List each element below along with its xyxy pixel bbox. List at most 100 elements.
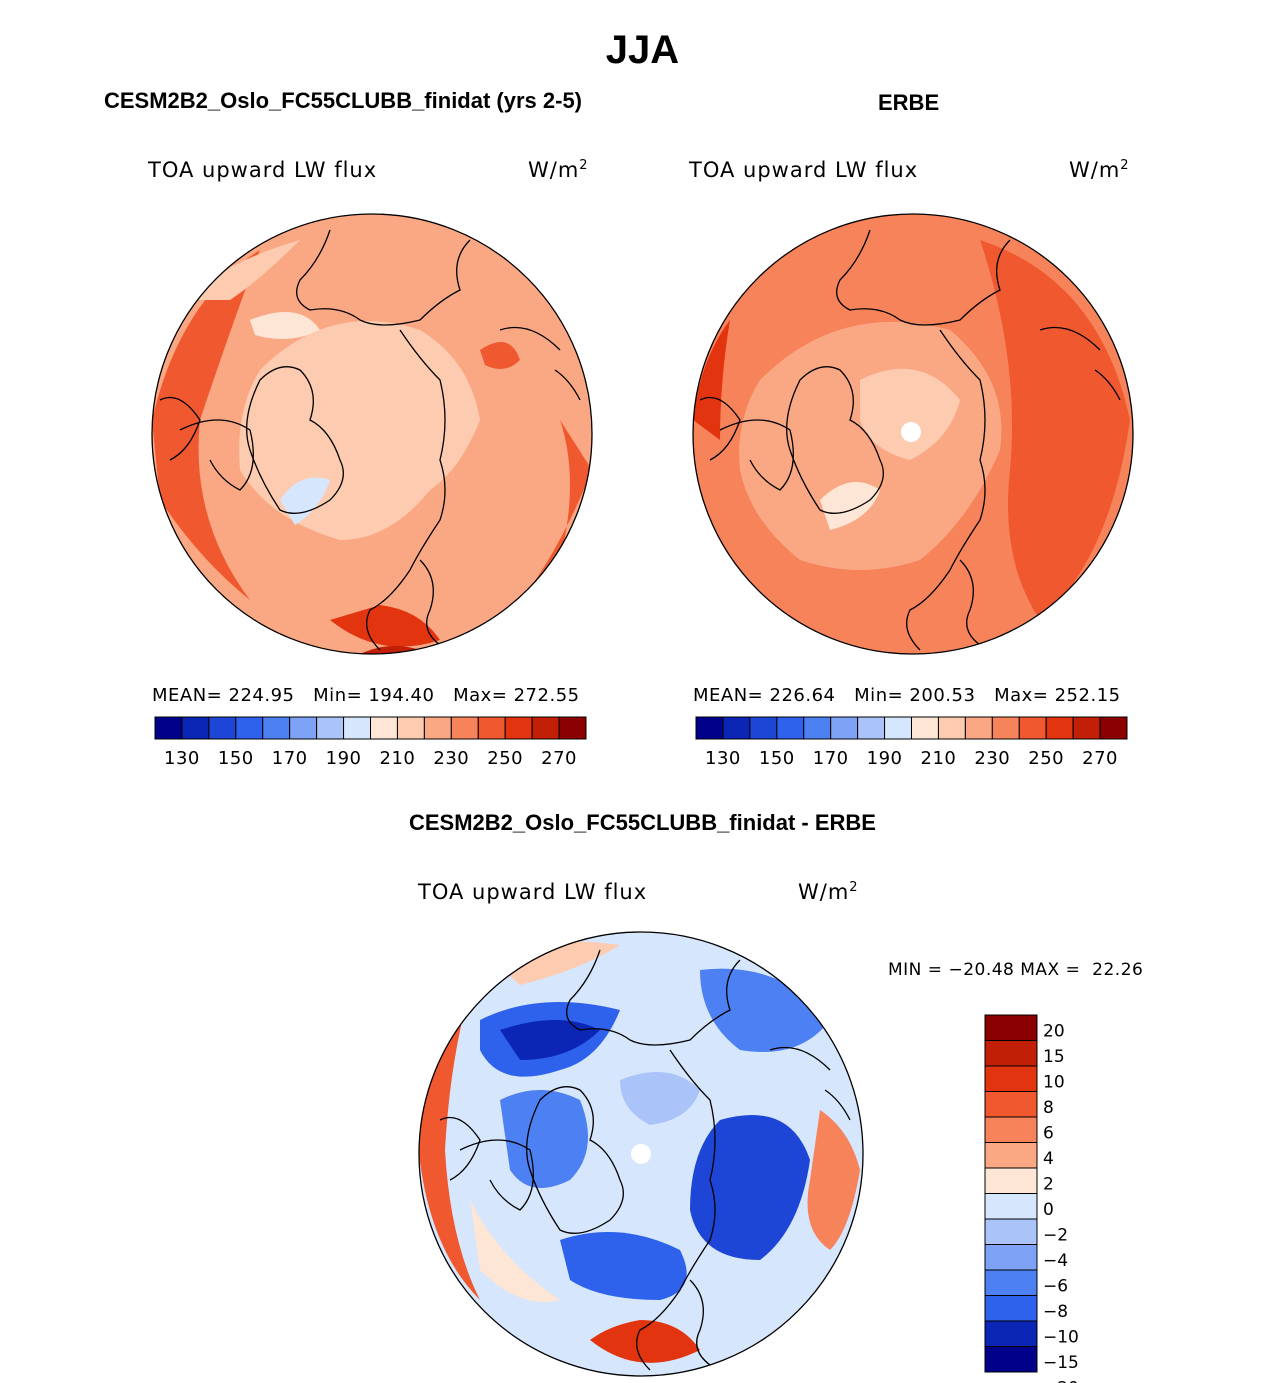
panel-1-colorbar-swatch <box>531 716 560 740</box>
panel-1-variable: TOA upward LW flux <box>148 158 378 182</box>
panel-1-colorbar-tick-label: 230 <box>433 748 469 769</box>
panel-1-colorbar-tick-label: 250 <box>487 748 523 769</box>
panel-1-stats: MEAN= 224.95 Min= 194.40 Max= 272.55 <box>152 685 580 706</box>
panel-1-mean-label: MEAN= <box>152 685 223 706</box>
panel-1-colorbar-tick-label: 170 <box>272 748 308 769</box>
diff-units-exp: 2 <box>849 880 859 895</box>
panel-2-colorbar-swatch <box>991 716 1020 740</box>
diff-colorbar-swatch <box>984 1295 1038 1322</box>
panel-1-min-label: Min= <box>313 685 363 706</box>
diff-colorbar-tick-label: 0 <box>1043 1200 1054 1220</box>
diff-colorbar-swatch <box>984 1065 1038 1092</box>
panel-1-coastlines <box>159 229 581 651</box>
diff-colorbar-tick-label: 2 <box>1043 1175 1054 1195</box>
panel-2-colorbar-swatch <box>964 716 993 740</box>
diff-units-base: W/m <box>798 880 850 904</box>
panel-1-units-base: W/m <box>528 158 580 182</box>
panel-1-colorbar-swatch <box>477 716 506 740</box>
diff-minmax: MIN = −20.48 MAX = 22.26 <box>888 960 1144 980</box>
panel-2-colorbar-swatch <box>1018 716 1047 740</box>
panel-1-map-border <box>151 213 593 655</box>
panel-1-colorbar-swatch <box>423 716 452 740</box>
diff-colorbar-swatch <box>984 1320 1038 1347</box>
diff-colorbar-swatch <box>984 1116 1038 1143</box>
panel-2-colorbar-tick-label: 150 <box>759 748 795 769</box>
panel-2-colorbar-swatch <box>1072 716 1101 740</box>
diff-colorbar-swatch <box>984 1142 1038 1169</box>
diff-map <box>419 932 863 1376</box>
panel-2-colorbar-swatch <box>937 716 966 740</box>
diff-colorbar-swatch <box>984 1040 1038 1067</box>
diff-colorbar-tick-label: 4 <box>1043 1149 1054 1169</box>
diff-colorbar-tick-label: −10 <box>1043 1328 1079 1348</box>
panel-2-colorbar-swatch <box>695 716 724 740</box>
panel-2-colorbar-tick-label: 190 <box>867 748 903 769</box>
diff-colorbar-tick-label: 10 <box>1043 1073 1065 1093</box>
diff-colorbar-tick-label: −8 <box>1043 1302 1068 1322</box>
diff-colorbar-swatch <box>984 1244 1038 1271</box>
panel-1-colorbar-swatch <box>558 716 587 740</box>
panel-2-coastlines <box>699 229 1121 651</box>
diff-colorbar-tick-label: −6 <box>1043 1277 1068 1297</box>
diff-colorbar-swatch <box>984 1167 1038 1194</box>
diff-colorbar-tick-label: 20 <box>1043 1022 1065 1042</box>
panel-2-colorbar-swatch <box>857 716 886 740</box>
panel-2-colorbar-swatch <box>722 716 751 740</box>
panel-1-colorbar-swatch <box>154 716 183 740</box>
panel-1-colorbar-swatch <box>208 716 237 740</box>
panel-2-colorbar-tick-label: 130 <box>705 748 741 769</box>
panel-1-colorbar-swatch <box>235 716 264 740</box>
panel-1-colorbar-swatch <box>262 716 291 740</box>
panel-2-min-label: Min= <box>854 685 904 706</box>
panel-2-colorbar: 130 150 170 190 210 230 250 270 <box>695 716 1128 769</box>
diff-colorbar-tick-label: 15 <box>1043 1047 1065 1067</box>
diff-colorbar-swatch <box>984 1218 1038 1245</box>
panel-1-title: CESM2B2_Oslo_FC55CLUBB_finidat (yrs 2-5) <box>104 88 583 113</box>
panel-2-colorbar-swatch <box>749 716 778 740</box>
diff-map-border <box>418 931 864 1377</box>
panel-2-colorbar-tick-label: 170 <box>813 748 849 769</box>
diff-colorbar-tick-label: −20 <box>1043 1379 1079 1383</box>
panel-1-units-exp: 2 <box>579 158 589 173</box>
diff-coastlines <box>439 949 851 1371</box>
diff-colorbar-tick-label: −4 <box>1043 1251 1068 1271</box>
panel-1-colorbar-tick-label: 210 <box>380 748 416 769</box>
panel-2-units: W/m2 <box>1069 158 1130 182</box>
panel-2-max-label: Max= <box>994 685 1049 706</box>
panel-2-min-value: 200.53 <box>909 685 976 706</box>
diff-colorbar-swatch <box>984 1193 1038 1220</box>
panel-1-colorbar-swatch <box>504 716 533 740</box>
panel-2-colorbar-swatch <box>1099 716 1128 740</box>
panel-2-units-base: W/m <box>1069 158 1121 182</box>
panel-2-colorbar-tick-label: 250 <box>1028 748 1064 769</box>
diff-colorbar-swatch <box>984 1014 1038 1041</box>
panel-1-colorbar-tick-label: 150 <box>218 748 254 769</box>
panel-2-units-exp: 2 <box>1120 158 1130 173</box>
panel-2-variable: TOA upward LW flux <box>689 158 919 182</box>
panel-1-colorbar-swatch <box>450 716 479 740</box>
panel-2-map-border <box>692 213 1134 655</box>
panel-2-colorbar-swatch <box>830 716 859 740</box>
panel-1-colorbar-swatch <box>316 716 345 740</box>
panel-1-map <box>152 214 592 654</box>
panel-2-stats: MEAN= 226.64 Min= 200.53 Max= 252.15 <box>693 685 1121 706</box>
panel-1-colorbar-swatch <box>370 716 398 740</box>
panel-2-title: ERBE <box>878 90 940 115</box>
panel-1-colorbar-swatch <box>343 716 371 740</box>
panel-2-colorbar-swatch <box>803 716 832 740</box>
panel-2-colorbar-tick-label: 270 <box>1082 748 1118 769</box>
panel-1-max-value: 272.55 <box>513 685 580 706</box>
panel-1-colorbar-swatch <box>181 716 210 740</box>
panel-2-map <box>693 214 1133 654</box>
panel-2-colorbar-swatch <box>911 716 939 740</box>
panel-2-colorbar-swatch <box>1045 716 1074 740</box>
panel-1-colorbar-swatch <box>396 716 425 740</box>
panel-1-mean-value: 224.95 <box>228 685 295 706</box>
diff-colorbar-swatch <box>984 1269 1038 1296</box>
panel-1-colorbar-tick-label: 130 <box>164 748 200 769</box>
panel-1-colorbar-swatch <box>289 716 318 740</box>
diff-colorbar-tick-label: −15 <box>1043 1353 1079 1373</box>
diff-title: CESM2B2_Oslo_FC55CLUBB_finidat - ERBE <box>409 810 876 835</box>
